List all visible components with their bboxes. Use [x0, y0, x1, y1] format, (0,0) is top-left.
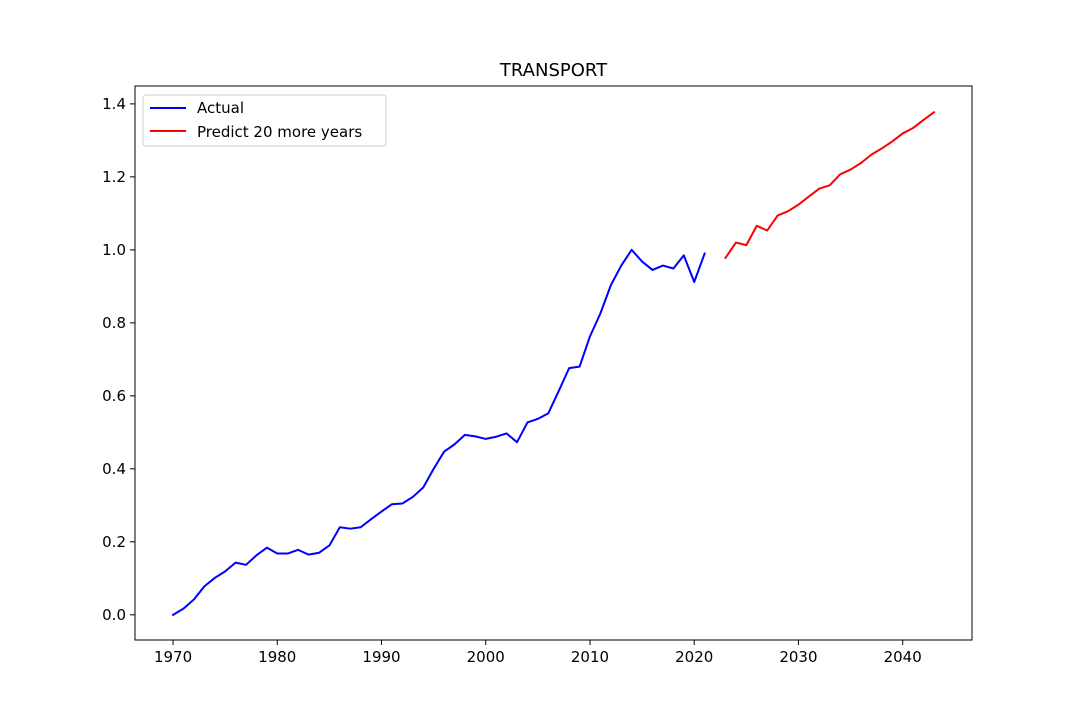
legend-label-predict: Predict 20 more years [197, 123, 362, 141]
y-tick-label-3: 0.6 [102, 387, 126, 405]
series-line-predict [724, 110, 936, 260]
series-line-actual [171, 248, 706, 617]
plot-frame [134, 85, 973, 641]
legend: Actual Predict 20 more years [142, 94, 387, 147]
x-tick-label-2040: 2040 [884, 648, 922, 666]
x-tick-label-1980: 1980 [258, 648, 296, 666]
y-tick-label-6: 1.2 [102, 168, 126, 186]
x-tick-label-1970: 1970 [154, 648, 192, 666]
x-tick-label-1990: 1990 [362, 648, 400, 666]
legend-label-actual: Actual [197, 99, 244, 117]
y-tick-label-1: 0.2 [102, 533, 126, 551]
x-tick-label-2020: 2020 [675, 648, 713, 666]
x-tick-label-2000: 2000 [467, 648, 505, 666]
y-tick-label-0: 0.0 [102, 606, 126, 624]
x-tick-label-2010: 2010 [571, 648, 609, 666]
y-tick-label-2: 0.4 [102, 460, 126, 478]
plot-marks: 1970 1980 1990 2000 2010 2020 2030 2040 0.0 0.2 0.… [102, 95, 936, 666]
x-tick-label-2030: 2030 [779, 648, 817, 666]
y-tick-label-7: 1.4 [102, 95, 126, 113]
y-tick-label-5: 1.0 [102, 241, 126, 259]
y-tick-label-4: 0.8 [102, 314, 126, 332]
legend-box [142, 94, 387, 147]
chart-title: TRANSPORT [499, 60, 608, 81]
